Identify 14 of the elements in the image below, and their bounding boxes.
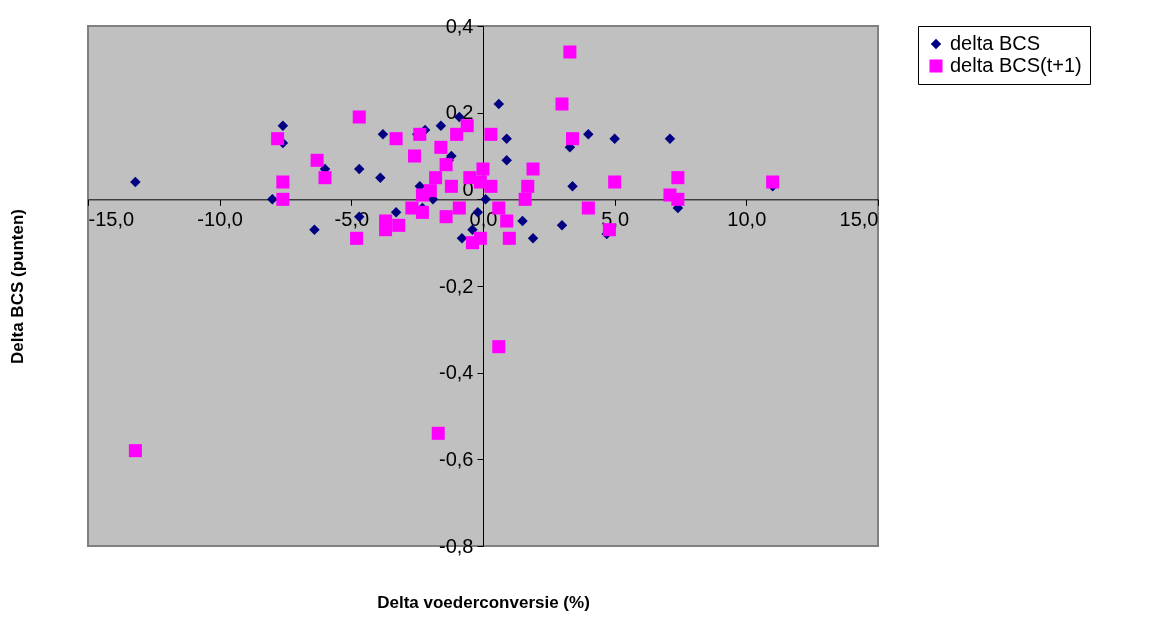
x-axis-title: Delta voederconversie (%)	[377, 592, 590, 612]
x-tick-label: -10,0	[197, 207, 243, 230]
y-tick-label: 0,4	[445, 14, 474, 37]
y-tick-label: -0,2	[439, 274, 474, 297]
y-tick-label: 0,2	[445, 101, 474, 124]
legend-label: delta BCS(t+1)	[950, 54, 1082, 76]
y-axis-title: Delta BCS (punten)	[7, 209, 27, 364]
x-tick-label: 10,0	[727, 207, 767, 230]
y-tick-label: -0,6	[439, 447, 474, 470]
y-tick-label: -0,8	[439, 534, 474, 557]
y-tick-label: -0,4	[439, 361, 474, 384]
legend-label: delta BCS	[950, 32, 1041, 54]
x-tick-label: 15,0	[839, 207, 879, 230]
x-tick-label: -15,0	[88, 207, 135, 230]
